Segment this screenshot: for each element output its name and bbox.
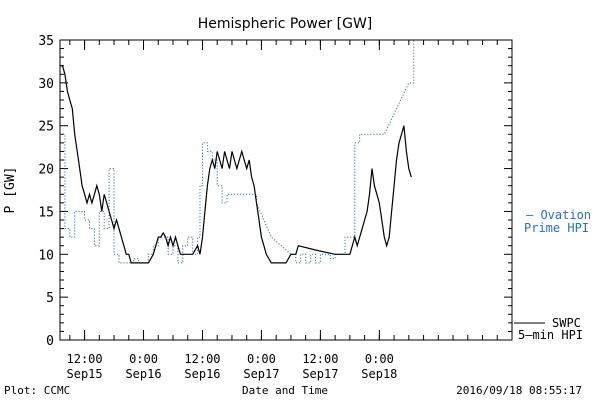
x-tick-date-label: Sep16 [184, 367, 220, 381]
y-tick-label: 25 [38, 120, 54, 135]
y-tick-label: 20 [38, 163, 54, 178]
y-tick-label: 10 [38, 248, 54, 263]
x-tick-time-label: 12:00 [67, 352, 103, 366]
x-tick-date-label: Sep17 [302, 367, 338, 381]
legend-ovation-line1: – Ovation [526, 208, 591, 222]
x-tick-time-label: 0:00 [247, 352, 276, 366]
x-tick-date-label: Sep15 [67, 367, 103, 381]
x-tick-time-label: 12:00 [302, 352, 338, 366]
legend-ovation-line2: Prime HPI [524, 221, 589, 235]
y-tick-label: 15 [38, 205, 54, 220]
y-axis: 0 5 10 15 20 25 30 35 [38, 34, 512, 349]
y-tick-label: 30 [38, 77, 54, 92]
legend-swpc-line1: SWPC [552, 316, 581, 330]
x-tick-time-label: 0:00 [129, 352, 158, 366]
footer-credit: Plot: CCMC [4, 384, 70, 397]
x-axis: 12:00Sep150:00Sep1612:00Sep160:00Sep1712… [67, 40, 513, 381]
ovation-series-line [60, 40, 415, 264]
y-tick-label: 35 [38, 34, 54, 49]
x-tick-date-label: Sep18 [361, 367, 397, 381]
chart-title: Hemispheric Power [GW] [198, 16, 373, 32]
y-tick-label: 5 [46, 291, 54, 306]
legend-swpc-line2: 5–min HPI [518, 328, 583, 342]
x-axis-label: Date and Time [242, 384, 328, 397]
swpc-series-line [60, 65, 412, 264]
plot-frame [59, 39, 513, 341]
y-axis-label: P [GW] [3, 167, 18, 214]
x-tick-time-label: 0:00 [365, 352, 394, 366]
x-tick-date-label: Sep16 [125, 367, 161, 381]
footer-timestamp: 2016/09/18 08:55:17 [456, 384, 582, 397]
x-tick-time-label: 12:00 [184, 352, 220, 366]
x-tick-date-label: Sep17 [243, 367, 279, 381]
y-tick-label: 0 [46, 334, 54, 349]
